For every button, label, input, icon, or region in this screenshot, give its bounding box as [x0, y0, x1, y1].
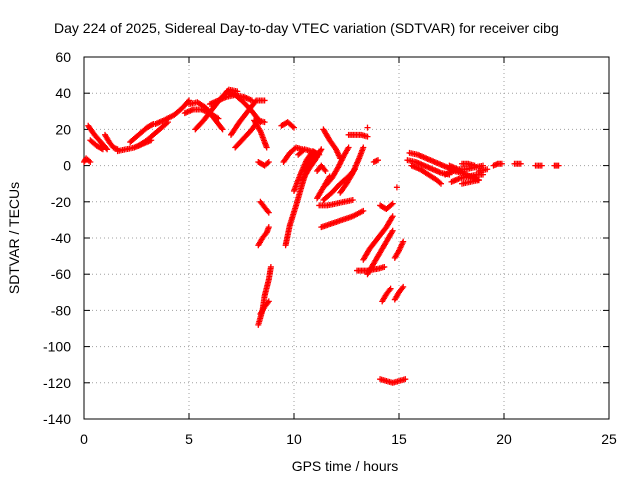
data-point	[364, 124, 371, 131]
x-tick-label: 15	[391, 431, 407, 447]
y-tick-label: 20	[55, 121, 71, 137]
data-points	[81, 86, 562, 386]
y-tick-label: -100	[43, 339, 71, 355]
data-point	[263, 144, 270, 151]
y-tick-label: 40	[55, 85, 71, 101]
x-tick-label: 10	[286, 431, 302, 447]
data-point	[555, 162, 562, 169]
data-point	[318, 146, 325, 153]
data-point	[400, 283, 407, 290]
data-point	[402, 376, 409, 383]
data-point	[471, 162, 478, 169]
data-point	[349, 196, 356, 203]
data-point	[388, 201, 395, 208]
data-point	[265, 224, 272, 231]
data-point	[360, 144, 367, 151]
data-point	[261, 97, 268, 104]
data-point	[364, 133, 371, 140]
data-point	[87, 158, 94, 165]
y-tick-label: -40	[51, 230, 71, 246]
x-axis-label: GPS time / hours	[292, 458, 399, 474]
data-point	[98, 145, 105, 152]
data-point	[261, 119, 268, 126]
y-tick-label: -60	[51, 266, 71, 282]
x-tick-label: 0	[80, 431, 88, 447]
data-point	[375, 157, 381, 164]
data-point	[267, 263, 274, 270]
x-tick-label: 25	[601, 431, 617, 447]
data-point	[400, 238, 407, 245]
data-point	[475, 177, 482, 184]
y-tick-label: -120	[43, 375, 71, 391]
data-point	[538, 162, 545, 169]
data-point	[438, 180, 444, 187]
data-point	[99, 146, 106, 153]
data-point	[291, 124, 297, 131]
y-tick-label: -80	[51, 302, 71, 318]
chart-title: Day 224 of 2025, Sidereal Day-to-day VTE…	[54, 20, 559, 36]
data-point	[218, 125, 225, 132]
data-point	[149, 121, 156, 128]
data-point	[219, 126, 226, 133]
data-point	[265, 298, 272, 305]
data-point	[381, 263, 388, 270]
y-tick-label: -20	[51, 194, 71, 210]
y-tick-label: 0	[63, 158, 71, 174]
data-point	[480, 162, 486, 169]
grid	[84, 57, 609, 419]
x-tick-label: 5	[185, 431, 193, 447]
data-point	[387, 285, 394, 292]
y-tick-label: 60	[55, 49, 71, 65]
data-point	[498, 160, 505, 167]
data-point	[265, 209, 272, 216]
data-point	[393, 184, 400, 191]
x-tick-label: 20	[496, 431, 512, 447]
y-tick-label: -140	[43, 411, 71, 427]
data-point	[389, 200, 396, 207]
data-point	[389, 213, 396, 220]
data-point	[289, 123, 296, 130]
y-axis-label: SDTVAR / TECUs	[6, 182, 22, 294]
data-point	[345, 144, 352, 151]
data-point	[517, 160, 524, 167]
plot-frame	[83, 56, 610, 420]
data-point	[389, 227, 396, 234]
data-point	[484, 166, 491, 173]
data-point	[480, 171, 486, 178]
data-point	[360, 207, 367, 214]
data-point	[265, 158, 272, 165]
data-point	[322, 168, 329, 175]
axis-ticks: 0 5 10 15 20 25 -140 -120 -100 -80 -60 -40 -20 0 20 40 6…	[43, 49, 617, 447]
